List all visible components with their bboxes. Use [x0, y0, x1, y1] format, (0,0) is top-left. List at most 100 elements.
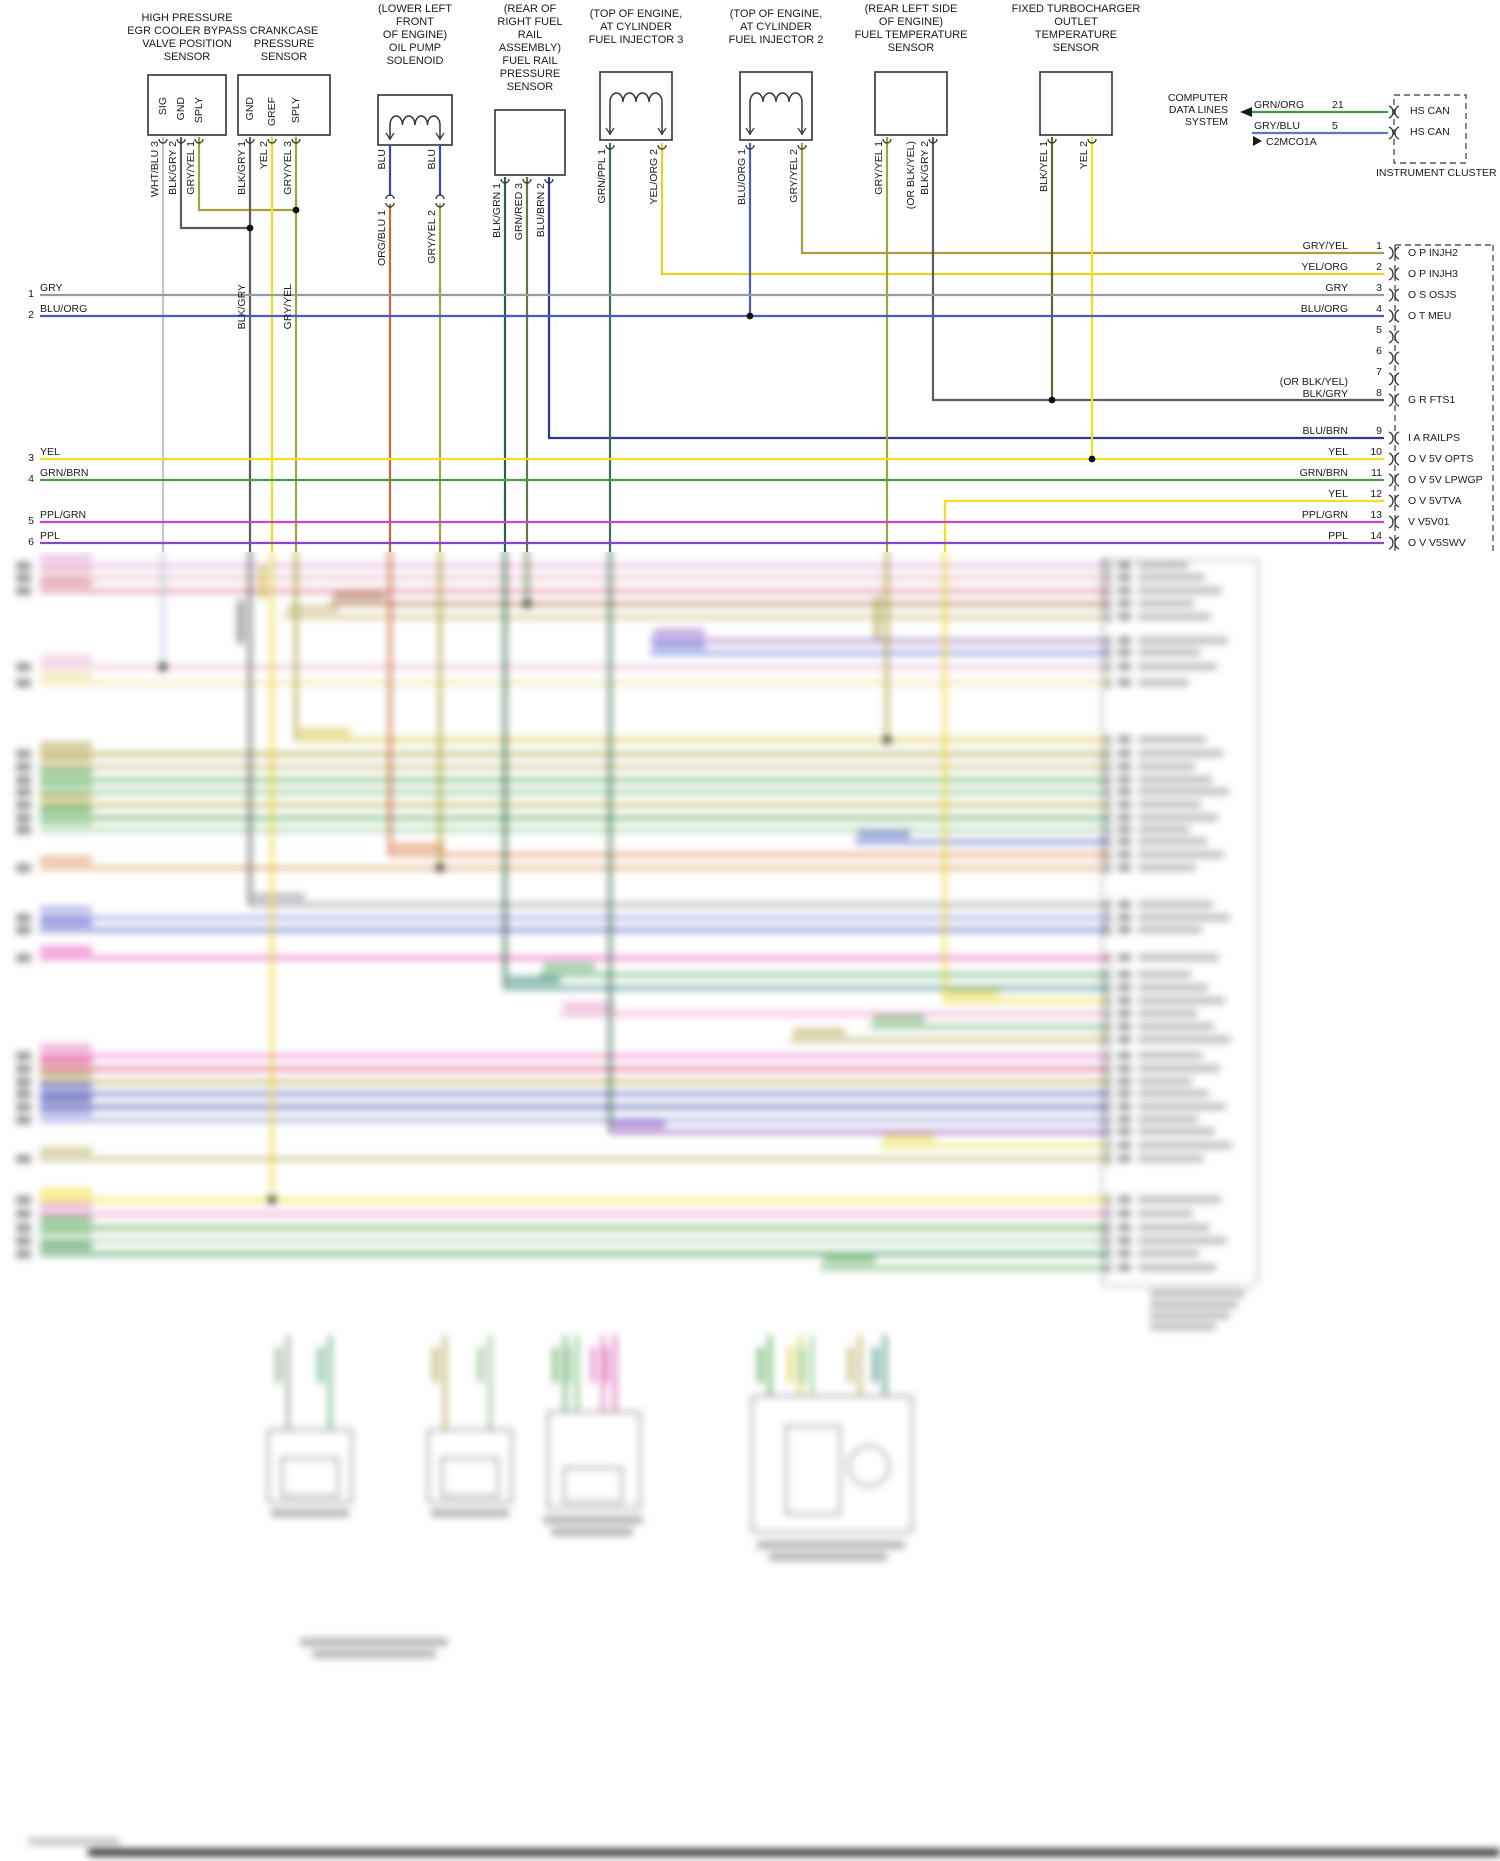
- blurred-signal-name: [1138, 1155, 1204, 1162]
- connector-pin-icon: [1102, 924, 1107, 936]
- blurred-signal-name: [1138, 838, 1207, 845]
- connector-pin-icon: [1102, 786, 1107, 798]
- connector-cup-icon: [657, 144, 667, 150]
- wire-color-label: YEL/ORG 2: [648, 149, 660, 205]
- component-pin-name: GREF: [266, 97, 278, 127]
- blurred-wire-label: [948, 989, 1000, 997]
- component-title-turbo-outlet-temp-sensor: FIXED TURBOCHARGER OUTLET TEMPERATURE SE…: [1011, 3, 1141, 54]
- blurred-lower-section: [0, 552, 1500, 1861]
- blurred-wire-label: [40, 742, 92, 750]
- blurred-wire-label: [40, 655, 92, 663]
- blurred-component-box: [441, 1457, 499, 1497]
- connector-pin-icon: [1102, 982, 1107, 994]
- connector-pin-icon: [1102, 1114, 1107, 1126]
- sensor-component-box: [237, 74, 331, 136]
- left-connector-number: 2: [28, 309, 34, 321]
- component-title-fuel-rail-pressure-sensor: (REAR OF RIGHT FUEL RAIL ASSEMBLY) FUEL …: [497, 3, 563, 93]
- blurred-text: [543, 1516, 643, 1524]
- connector-pin-icon: [1108, 1076, 1113, 1088]
- connector-pin-icon: [1102, 560, 1107, 572]
- blurred-signal-name: [1138, 1103, 1226, 1110]
- connector-pin-icon: [1102, 635, 1107, 647]
- coil-terminal-arrow-icon: [605, 127, 615, 136]
- blurred-left-number: [16, 1078, 31, 1086]
- wire-color-label: YEL 2: [258, 141, 270, 170]
- connector-pin-icon: [1108, 661, 1113, 673]
- connector-pin-icon: [1108, 598, 1113, 610]
- connector-pin-icon: [1102, 862, 1107, 874]
- junction-dot: [292, 206, 300, 214]
- connector-pin-icon: [1394, 246, 1400, 260]
- blurred-pin-number: [1118, 997, 1131, 1004]
- component-title-oil-pump-solenoid: (LOWER LEFT FRONT OF ENGINE) OIL PUMP SO…: [378, 3, 452, 67]
- blurred-wire-label: [40, 1070, 92, 1078]
- connector-pin-icon: [1394, 473, 1400, 487]
- connector-pin-icon: [1102, 899, 1107, 911]
- connector-pin-icon: [1102, 1153, 1107, 1165]
- connector-pin-icon: [1102, 812, 1107, 824]
- connector-cup-icon: [797, 144, 807, 150]
- blurred-left-number: [16, 1155, 31, 1163]
- wire-color-label: WHT/BLU 3: [149, 141, 161, 198]
- connector-pin-icon: [1394, 288, 1400, 302]
- sensor-component-box: [494, 109, 566, 176]
- blurred-pin-number: [1118, 838, 1131, 845]
- bottom-bar: [88, 1849, 1500, 1856]
- blurred-wire-label: [40, 1108, 92, 1116]
- connector-pin-number: 7: [1376, 366, 1382, 378]
- blurred-signal-name: [1138, 663, 1217, 670]
- wire-color-label: GRY/YEL: [282, 284, 294, 330]
- blurred-pin-number: [1118, 788, 1131, 795]
- blurred-signal-name: [1138, 1224, 1210, 1231]
- blurred-signal-name: [1138, 1090, 1209, 1097]
- blurred-gauge-icon: [848, 1445, 890, 1487]
- blurred-pin-number: [1118, 914, 1131, 921]
- blurred-left-number: [16, 814, 31, 822]
- blurred-signal-name: [1138, 1264, 1216, 1271]
- connector-signal-name: O V 5VTVA: [1408, 495, 1462, 507]
- wire-color-label: BLK/GRY 2: [919, 141, 931, 195]
- blurred-pin-number: [1118, 1155, 1131, 1162]
- computer-data-lines-label: COMPUTER DATA LINES SYSTEM: [1167, 92, 1228, 128]
- blurred-left-number: [16, 663, 31, 671]
- blurred-wire-label: [564, 1347, 571, 1383]
- wire-color-label: YEL/ORG: [1301, 261, 1348, 273]
- blurred-left-number: [16, 763, 31, 771]
- connector-pin-icon: [1102, 969, 1107, 981]
- blurred-signal-name: [1138, 1010, 1197, 1017]
- connector-cup-icon: [522, 178, 532, 184]
- blurred-left-number: [16, 926, 31, 934]
- wire-color-label: BLU/BRN 2: [535, 183, 547, 238]
- connector-pin-icon: [1102, 1194, 1107, 1206]
- component-title-crankcase-pressure-sensor: CRANKCASE PRESSURE SENSOR: [249, 25, 319, 63]
- blurred-pin-number: [1118, 679, 1131, 686]
- connector-pin-icon: [1108, 1034, 1113, 1046]
- blurred-signal-name: [1138, 613, 1211, 620]
- connector-pin-number: 10: [1370, 446, 1382, 458]
- blurred-left-number: [16, 826, 31, 834]
- connector-pin-icon: [1108, 611, 1113, 623]
- connector-pin-icon: [1388, 393, 1394, 407]
- blurred-wire-label: [653, 641, 705, 649]
- blurred-pin-number: [1118, 1065, 1131, 1072]
- connector-pin-icon: [1102, 585, 1107, 597]
- component-title-fuel-injector-3: (TOP OF ENGINE, AT CYLINDER FUEL INJECTO…: [588, 8, 684, 46]
- blurred-component-box: [563, 1467, 623, 1503]
- blurred-wire-label: [543, 963, 595, 971]
- sensor-component-box: [874, 71, 948, 136]
- connector-pin-icon: [1108, 1248, 1113, 1260]
- wire-color-label: BLK/GRY 2: [167, 141, 179, 195]
- wire: [800, 143, 1384, 255]
- blurred-wire-label: [872, 1347, 879, 1383]
- blurred-pin-number: [1118, 574, 1131, 581]
- connector-cup-icon: [267, 138, 277, 144]
- connector-pin-icon: [1102, 647, 1107, 659]
- blurred-left-number: [16, 788, 31, 796]
- blurred-wire-label: [613, 1120, 665, 1128]
- blurred-pin-number: [1118, 1224, 1131, 1231]
- blurred-wire-label: [858, 830, 910, 838]
- connector-pin-icon: [1394, 309, 1400, 323]
- blurred-text: [769, 1553, 887, 1561]
- blurred-wire-label: [40, 1044, 92, 1052]
- blurred-wire-label: [799, 1347, 806, 1383]
